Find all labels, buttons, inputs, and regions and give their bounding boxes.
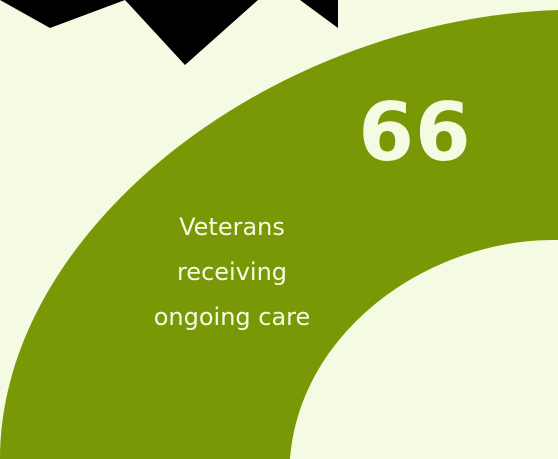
stat-label-line: receiving — [176, 258, 288, 286]
stat-value: 66 — [358, 86, 472, 179]
dark-zigzag-shape — [0, 0, 338, 65]
stat-label: Veterans receiving ongoing care — [104, 205, 360, 340]
stat-label-line: ongoing care — [153, 303, 311, 331]
green-arc-band — [0, 10, 558, 459]
stat-label-line: Veterans — [179, 213, 285, 241]
